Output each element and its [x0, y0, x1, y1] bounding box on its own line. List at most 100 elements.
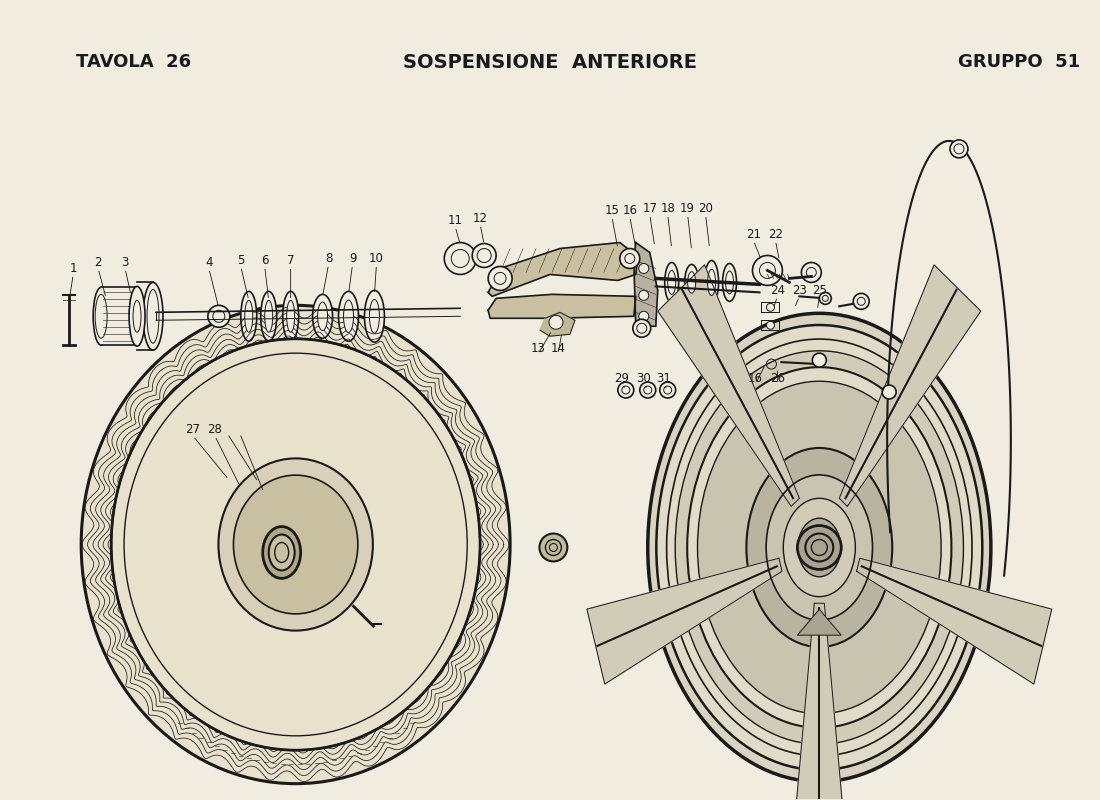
Text: 23: 23 — [792, 284, 806, 297]
Ellipse shape — [96, 294, 107, 338]
Ellipse shape — [245, 300, 253, 332]
Text: 19: 19 — [680, 202, 695, 215]
Text: TAVOLA  26: TAVOLA 26 — [76, 54, 191, 71]
Polygon shape — [488, 242, 638, 296]
Text: 4: 4 — [205, 256, 212, 269]
Text: 16: 16 — [748, 371, 763, 385]
Ellipse shape — [241, 291, 256, 342]
Text: 3: 3 — [121, 256, 129, 269]
Text: 11: 11 — [448, 214, 463, 227]
Ellipse shape — [261, 291, 277, 342]
Circle shape — [632, 319, 651, 338]
Ellipse shape — [705, 261, 718, 304]
Ellipse shape — [667, 339, 972, 756]
Text: 24: 24 — [770, 284, 785, 297]
Ellipse shape — [364, 290, 384, 342]
Text: SOSPENSIONE  ANTERIORE: SOSPENSIONE ANTERIORE — [403, 54, 697, 72]
Circle shape — [767, 322, 774, 330]
Text: 8: 8 — [324, 252, 332, 265]
Circle shape — [472, 243, 496, 267]
Circle shape — [488, 266, 513, 290]
Circle shape — [619, 249, 640, 269]
Circle shape — [444, 242, 476, 274]
Ellipse shape — [133, 300, 141, 332]
Text: 5: 5 — [238, 254, 244, 267]
Circle shape — [950, 140, 968, 158]
Polygon shape — [658, 265, 800, 506]
Circle shape — [549, 315, 563, 330]
Circle shape — [854, 294, 869, 310]
Text: 21: 21 — [746, 228, 761, 241]
Polygon shape — [540, 312, 575, 336]
Circle shape — [639, 290, 649, 300]
Text: 31: 31 — [657, 371, 671, 385]
Ellipse shape — [81, 306, 510, 784]
Ellipse shape — [318, 302, 328, 330]
Circle shape — [820, 292, 832, 304]
Text: 6: 6 — [261, 254, 268, 267]
Ellipse shape — [723, 263, 737, 302]
Ellipse shape — [143, 282, 163, 350]
Polygon shape — [587, 558, 782, 684]
Ellipse shape — [688, 367, 952, 728]
Polygon shape — [488, 294, 636, 318]
Ellipse shape — [675, 350, 964, 744]
Ellipse shape — [94, 287, 109, 345]
Text: 26: 26 — [770, 371, 785, 385]
Ellipse shape — [111, 339, 480, 750]
Text: 18: 18 — [660, 202, 675, 215]
Circle shape — [539, 534, 568, 562]
Circle shape — [802, 262, 822, 282]
Circle shape — [812, 353, 826, 367]
Text: 9: 9 — [349, 252, 356, 265]
Circle shape — [767, 303, 774, 311]
Ellipse shape — [339, 291, 359, 342]
Ellipse shape — [697, 382, 942, 714]
Ellipse shape — [664, 262, 679, 302]
Circle shape — [640, 382, 656, 398]
Ellipse shape — [726, 271, 734, 294]
Ellipse shape — [798, 518, 840, 577]
Text: 29: 29 — [614, 371, 629, 385]
Circle shape — [660, 382, 675, 398]
Ellipse shape — [219, 458, 373, 630]
Ellipse shape — [766, 475, 872, 620]
Ellipse shape — [648, 314, 991, 782]
Ellipse shape — [657, 325, 982, 770]
Ellipse shape — [783, 498, 856, 597]
Ellipse shape — [147, 290, 160, 343]
Bar — [101, 287, 138, 345]
Circle shape — [639, 311, 649, 322]
Text: 1: 1 — [69, 262, 77, 275]
Circle shape — [882, 385, 896, 399]
Text: 20: 20 — [698, 202, 713, 215]
Text: 7: 7 — [287, 254, 295, 267]
Circle shape — [752, 255, 782, 286]
Text: 12: 12 — [473, 212, 487, 225]
Circle shape — [618, 382, 634, 398]
Ellipse shape — [263, 526, 300, 578]
Ellipse shape — [707, 270, 716, 295]
Ellipse shape — [287, 300, 295, 332]
Circle shape — [798, 526, 842, 570]
Text: 13: 13 — [530, 342, 546, 354]
Text: 17: 17 — [642, 202, 657, 215]
Polygon shape — [791, 603, 848, 800]
Polygon shape — [857, 558, 1052, 684]
Text: 27: 27 — [186, 423, 200, 436]
Text: 30: 30 — [637, 371, 651, 385]
Ellipse shape — [370, 299, 379, 333]
Text: 22: 22 — [768, 228, 783, 241]
Ellipse shape — [747, 448, 892, 647]
Text: 2: 2 — [95, 256, 102, 269]
Circle shape — [639, 263, 649, 274]
Text: 14: 14 — [550, 342, 565, 354]
Text: 10: 10 — [368, 252, 384, 265]
Ellipse shape — [268, 534, 295, 570]
Polygon shape — [839, 265, 981, 506]
Ellipse shape — [668, 270, 675, 294]
Text: 28: 28 — [208, 423, 222, 436]
Ellipse shape — [283, 291, 298, 342]
Polygon shape — [634, 242, 658, 326]
Ellipse shape — [684, 265, 699, 300]
